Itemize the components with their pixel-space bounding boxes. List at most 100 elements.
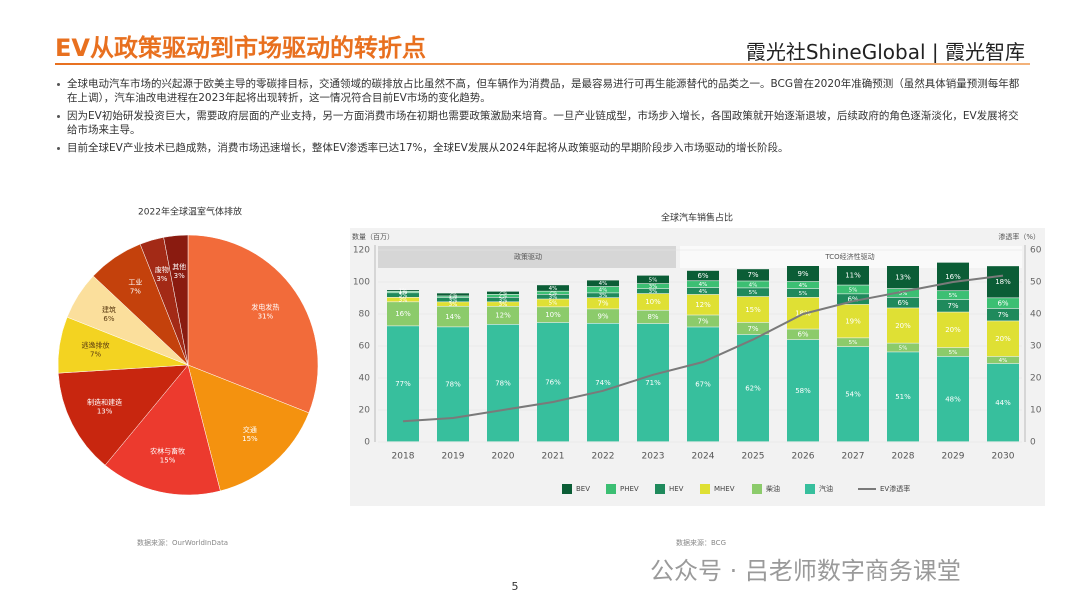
bar-label: 3% xyxy=(649,284,658,290)
bar-segment xyxy=(787,281,819,289)
bar-segment xyxy=(737,288,769,297)
bar-segment xyxy=(587,286,619,293)
x-tick-label: 2021 xyxy=(542,452,565,462)
bar-label: 7% xyxy=(747,271,758,279)
legend-label: MHEV xyxy=(714,485,735,493)
bar-label: 1% xyxy=(449,295,458,301)
bar-label: 6% xyxy=(847,295,858,303)
bar-label: 58% xyxy=(795,387,811,395)
y-axis-label: 数量（百万） xyxy=(352,232,394,241)
bar-segment xyxy=(787,266,819,282)
bar-label: 5% xyxy=(849,287,858,293)
bar-label: 3% xyxy=(499,297,508,303)
bar-segment xyxy=(487,324,519,442)
bar-label: 6% xyxy=(697,272,708,280)
bar-segment xyxy=(987,308,1019,321)
bar-label: 4% xyxy=(599,281,608,287)
bar-label: 2% xyxy=(499,291,508,297)
bar-segment xyxy=(437,296,469,298)
y2-tick-label: 20 xyxy=(1030,374,1042,384)
slice-label: 其他 xyxy=(172,262,186,271)
y2-tick-label: 10 xyxy=(1030,406,1042,416)
bar-label: 7% xyxy=(747,325,758,333)
y-tick-label: 0 xyxy=(364,438,370,448)
bar-label: 5% xyxy=(749,290,758,296)
slice-value: 3% xyxy=(156,275,167,283)
slice-value: 7% xyxy=(90,350,101,358)
bar-segment xyxy=(387,302,419,326)
bar-segment xyxy=(837,338,869,347)
x-tick-label: 2030 xyxy=(992,452,1015,462)
region-band xyxy=(680,246,1022,268)
bar-label: 14% xyxy=(445,313,461,321)
bar-segment xyxy=(437,306,469,327)
region-label: 政策驱动 xyxy=(514,252,542,261)
bar-label: 4% xyxy=(599,288,608,294)
bar-segment xyxy=(987,298,1019,309)
bar-segment xyxy=(387,297,419,302)
bar-segment xyxy=(537,294,569,299)
legend-swatch xyxy=(655,484,665,494)
bar-label: 5% xyxy=(949,350,958,356)
bar-label: 4% xyxy=(749,282,758,288)
bullet: 全球电动汽车市场的兴起源于欧美主导的零碳排目标，交通领域的碳排放占比虽然不高，但… xyxy=(55,77,1025,105)
x-tick-label: 2020 xyxy=(492,452,515,462)
bar-segment xyxy=(637,310,669,324)
bar-label: 9% xyxy=(597,312,608,320)
slice-value: 7% xyxy=(130,288,141,296)
y-tick-label: 100 xyxy=(353,278,370,288)
bar-segment xyxy=(687,294,719,315)
x-tick-label: 2025 xyxy=(742,452,765,462)
bar-segment xyxy=(487,297,519,302)
legend-label: HEV xyxy=(669,485,684,493)
x-tick-label: 2029 xyxy=(942,452,965,462)
bar-label: 6% xyxy=(997,299,1008,307)
bar-label: 6% xyxy=(897,299,908,307)
bar-label: 11% xyxy=(845,272,861,280)
bar-segment xyxy=(887,352,919,442)
bar-label: 5% xyxy=(949,293,958,299)
bar-label: 6% xyxy=(797,331,808,339)
page-number: 5 xyxy=(511,580,519,593)
bar-segment xyxy=(487,306,519,325)
bar-segment xyxy=(787,288,819,298)
bullet: 目前全球EV产业技术已趋成熟，消费市场迅速增长，整体EV渗透率已达17%，全球E… xyxy=(55,141,1025,155)
bar-segment xyxy=(537,322,569,442)
legend-label: BEV xyxy=(576,485,590,493)
slice-value: 15% xyxy=(242,435,258,443)
bar-segment xyxy=(487,291,519,295)
bar-segment xyxy=(987,266,1019,298)
bar-label: 8% xyxy=(647,313,658,321)
bar-segment xyxy=(387,290,419,291)
bar-label: 1% xyxy=(399,288,408,294)
x-tick-label: 2027 xyxy=(842,452,865,462)
watermark: 公众号 · 吕老师数字商务课堂 xyxy=(650,557,961,585)
bar-segment xyxy=(437,302,469,306)
bar-segment xyxy=(937,347,969,357)
y2-tick-label: 0 xyxy=(1030,438,1036,448)
bar-label: 4% xyxy=(699,289,708,295)
bar-label: 2% xyxy=(499,294,508,300)
bar-label: 19% xyxy=(845,317,861,325)
bar-segment xyxy=(837,304,869,338)
slice-value: 13% xyxy=(97,407,113,415)
bar-label: 3% xyxy=(449,297,458,303)
brand: 霞光社ShineGlobal | 霞光智库 xyxy=(745,40,1025,64)
bar-segment xyxy=(887,343,919,352)
chart-title: 2022年全球温室气体排放 xyxy=(138,206,242,218)
region-band xyxy=(378,246,676,268)
slice-value: 31% xyxy=(258,312,274,320)
bar-segment xyxy=(987,363,1019,442)
bar-label: 20% xyxy=(945,326,961,334)
bar-segment xyxy=(937,356,969,442)
bar-segment xyxy=(587,323,619,442)
bar-segment xyxy=(987,356,1019,364)
bar-segment xyxy=(537,291,569,295)
bar-segment xyxy=(787,329,819,340)
pie-slice xyxy=(187,364,310,492)
y-tick-label: 60 xyxy=(359,342,371,352)
pie-slice xyxy=(57,364,189,466)
bar-label: 5% xyxy=(549,301,558,307)
bar-label: 18% xyxy=(995,278,1011,286)
y-tick-label: 40 xyxy=(359,374,371,384)
